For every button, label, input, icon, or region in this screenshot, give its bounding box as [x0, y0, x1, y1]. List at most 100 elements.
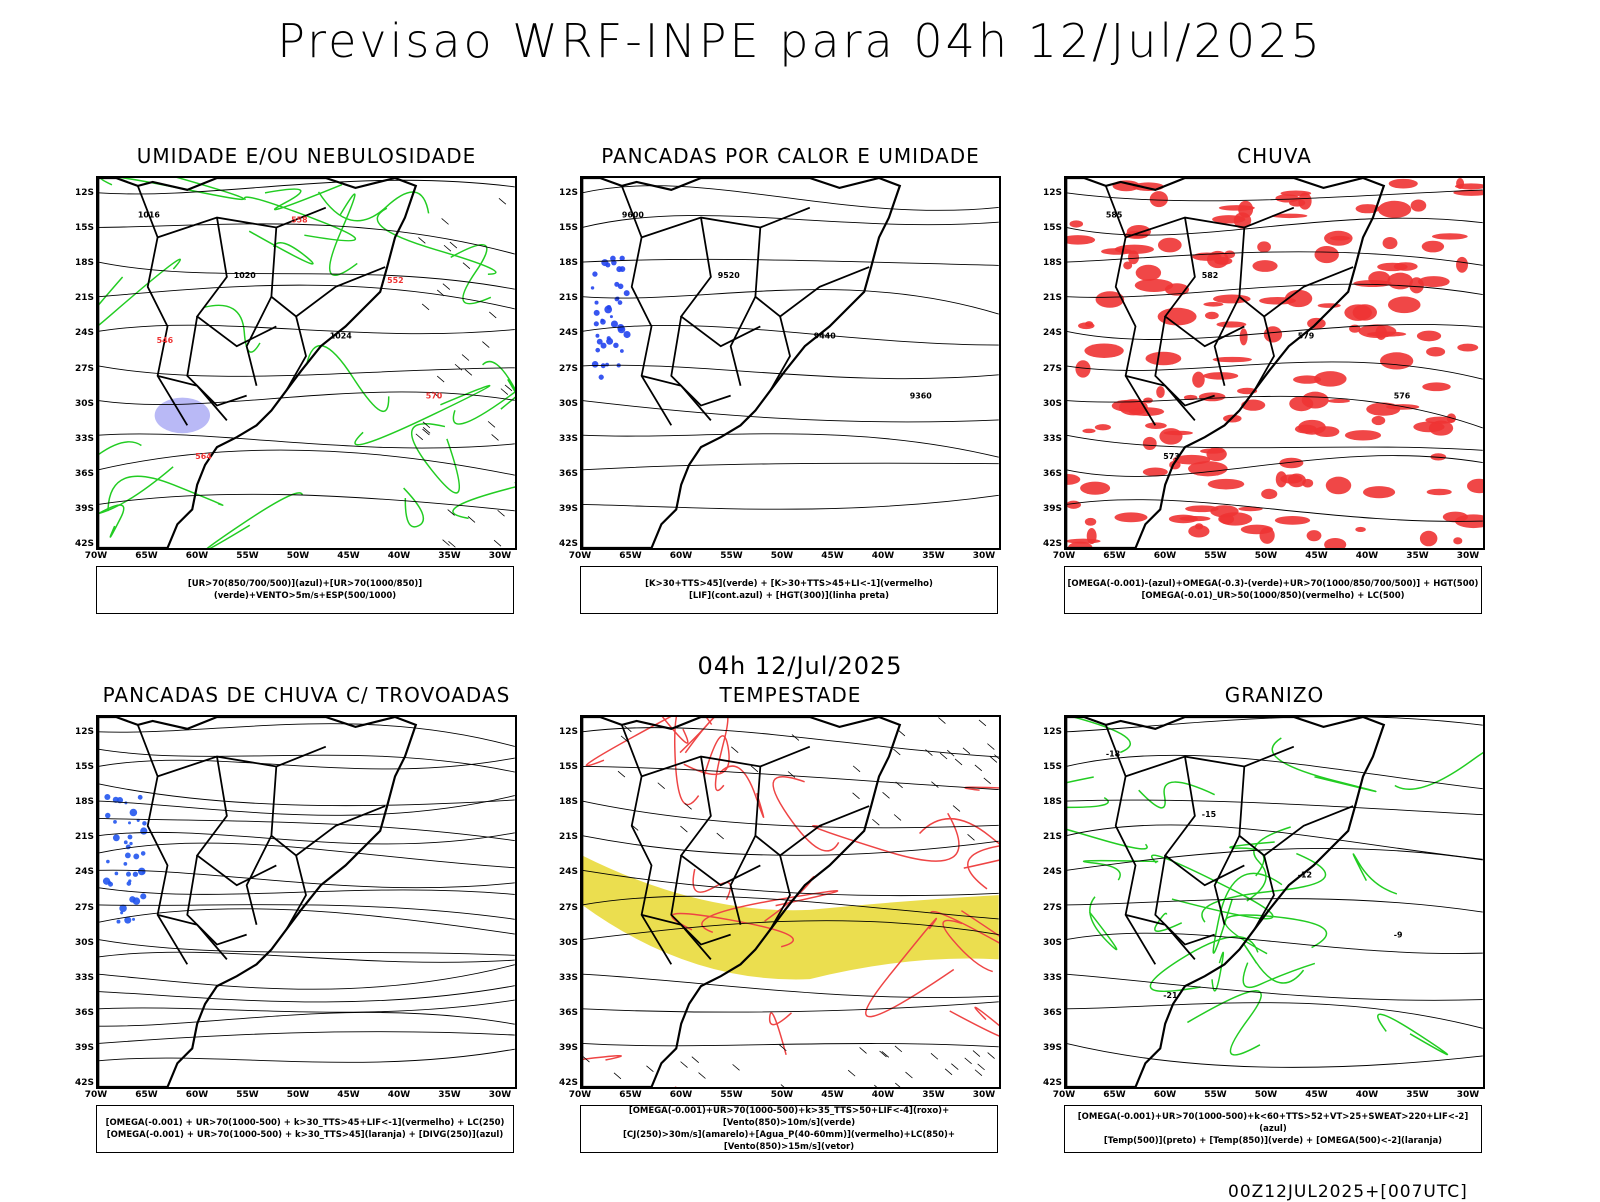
isoline: [1066, 717, 1482, 732]
contour-line: [451, 245, 491, 304]
isoline: [98, 224, 514, 254]
wind-arrow: [442, 218, 449, 224]
legend-line: [Temp(500)](preto) + [Temp(850)](verde) …: [1065, 1135, 1481, 1147]
isoline: [98, 986, 514, 1002]
longitude-label: 40W: [384, 1090, 414, 1100]
latitude-label: 30S: [68, 399, 94, 409]
convection-area: [607, 336, 611, 340]
isoline: [582, 495, 998, 509]
map-canvas: [582, 717, 999, 1087]
rain-area: [1411, 199, 1427, 211]
longitude-label: 70W: [565, 1090, 595, 1100]
contour-line: [1353, 854, 1397, 894]
longitude-label: 40W: [868, 1090, 898, 1100]
convection-area: [108, 881, 111, 884]
wind-arrow: [963, 748, 970, 754]
latitude-label: 39S: [1036, 1043, 1062, 1053]
wind-arrow: [880, 1051, 887, 1057]
rain-area: [1169, 515, 1198, 524]
convection-area: [600, 319, 606, 325]
latitude-label: 18S: [552, 258, 578, 268]
rain-area: [1355, 527, 1366, 532]
latitude-label: 36S: [552, 1008, 578, 1018]
rain-area: [1456, 178, 1464, 189]
latitude-label: 36S: [68, 469, 94, 479]
wind-arrow: [987, 744, 994, 750]
wind-arrow: [874, 1085, 881, 1087]
convection-area: [595, 348, 600, 353]
longitude-label: 30W: [969, 1090, 999, 1100]
panel-title: PANCADAS DE CHUVA C/ TROVOADAS: [96, 683, 517, 707]
latitude-label: 21S: [1036, 832, 1062, 842]
contour-line: [1152, 855, 1273, 919]
longitude-label: 35W: [435, 1090, 465, 1100]
rain-area: [1368, 271, 1390, 286]
longitude-label: 60W: [666, 551, 696, 561]
isoline: [582, 216, 998, 228]
rain-area: [1378, 201, 1411, 218]
isoline: [98, 818, 514, 840]
wind-arrow: [893, 749, 900, 755]
latitude-label: 21S: [552, 293, 578, 303]
latitude-label: 42S: [552, 1078, 578, 1088]
convection-area: [132, 918, 135, 921]
wind-arrow: [624, 726, 631, 732]
isoline: [1066, 933, 1482, 953]
convection-area: [113, 820, 117, 824]
rain-area: [1145, 422, 1167, 429]
convection-area: [128, 835, 133, 840]
wind-arrow: [646, 1066, 653, 1072]
rain-area: [1427, 489, 1452, 496]
wind-arrow: [418, 237, 425, 243]
longitude-label: 45W: [1302, 551, 1332, 561]
isoline: [1066, 190, 1482, 201]
longitude-label: 35W: [1403, 1090, 1433, 1100]
contour-label: 570: [426, 392, 443, 401]
latitude-label: 36S: [1036, 469, 1062, 479]
isoline: [582, 728, 998, 757]
latitude-label: 24S: [552, 867, 578, 877]
convection-area: [595, 301, 599, 305]
longitude-label: 50W: [767, 551, 797, 561]
latitude-label: 18S: [68, 258, 94, 268]
rain-area: [1326, 477, 1351, 495]
longitude-label: 65W: [1100, 1090, 1130, 1100]
contour-line: [582, 1056, 621, 1069]
longitude-label: 60W: [182, 551, 212, 561]
contour-line: [249, 231, 313, 264]
wind-arrow: [416, 434, 423, 440]
wind-arrow: [699, 1073, 706, 1079]
wind-arrow: [448, 541, 455, 547]
latitude-label: 12S: [1036, 188, 1062, 198]
longitude-label: 55W: [233, 1090, 263, 1100]
contour-line: [1066, 777, 1108, 807]
longitude-label: 60W: [1150, 551, 1180, 561]
rain-area: [1192, 372, 1205, 388]
convection-area: [591, 286, 594, 289]
rain-area: [1293, 375, 1321, 383]
rain-area: [1210, 505, 1238, 517]
isoline: [98, 392, 514, 405]
longitude-label: 35W: [1403, 551, 1433, 561]
convection-area: [128, 821, 131, 824]
latitude-label: 30S: [552, 399, 578, 409]
panel-title: GRANIZO: [1064, 683, 1485, 707]
wind-arrow: [482, 342, 489, 348]
rain-area: [1082, 429, 1095, 434]
contour-line: [412, 424, 460, 493]
rain-area: [1457, 344, 1478, 352]
rain-area: [1324, 538, 1346, 548]
longitude-label: 30W: [969, 551, 999, 561]
latitude-label: 21S: [1036, 293, 1062, 303]
rain-area: [1150, 191, 1168, 207]
convection-area: [615, 297, 620, 302]
country-border: [187, 317, 246, 406]
convection-area: [605, 263, 610, 268]
latitude-label: 39S: [68, 504, 94, 514]
rain-area: [1158, 238, 1182, 253]
panel-title: UMIDADE E/OU NEBULOSIDADE: [96, 144, 517, 168]
rain-area: [1070, 220, 1084, 227]
rain-area: [1114, 512, 1147, 522]
